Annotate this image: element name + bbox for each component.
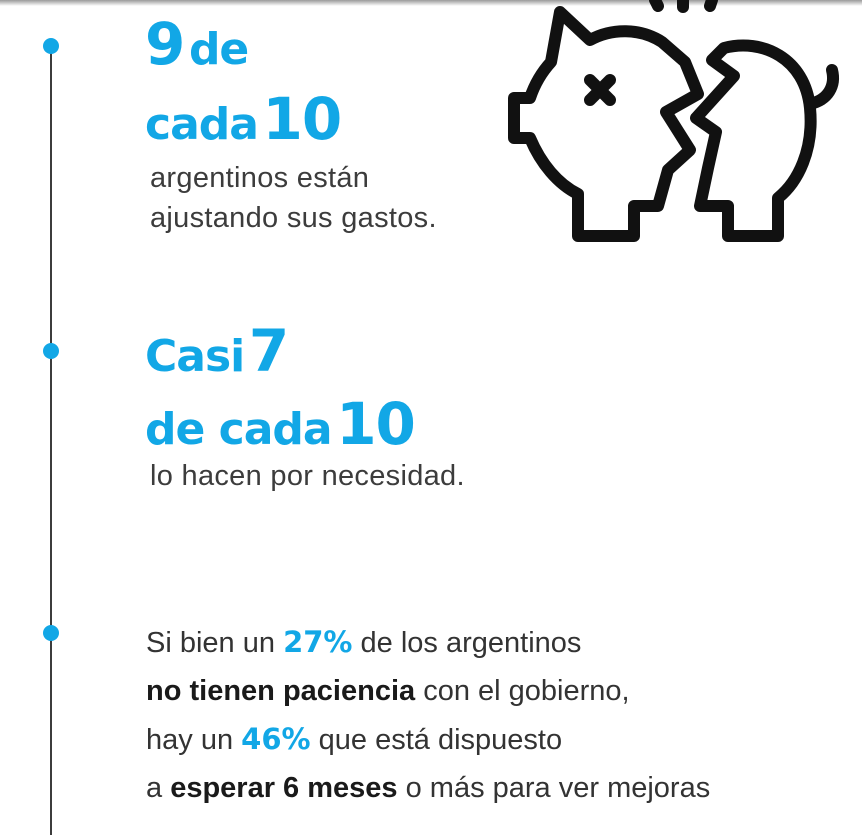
timeline-line <box>50 40 52 835</box>
broken-piggy-bank-icon <box>508 0 839 242</box>
stat-1-description: argentinos están ajustando sus gastos. <box>150 158 437 238</box>
stat-2-word-de-cada: de cada <box>145 404 333 455</box>
stat-1-headline-line-2: cada 10 <box>145 89 342 164</box>
stat-2-word-casi: Casi <box>145 331 245 382</box>
stat-3-paragraph: Si bien un 27% de los argentinos no tien… <box>146 618 710 812</box>
stat-3-line-1: Si bien un 27% de los argentinos <box>146 618 710 667</box>
stat-3-line-3: hay un 46% que está dispuesto <box>146 715 710 764</box>
stat-3-line-2: no tienen paciencia con el gobierno, <box>146 667 710 715</box>
timeline-dot-3 <box>43 625 59 641</box>
stat-3-highlight-46: 46% <box>241 722 311 756</box>
stat-2-headline: Casi 7 de cada 10 <box>145 322 416 468</box>
stat-2-headline-line-1: Casi 7 <box>145 322 415 395</box>
stat-3-line-4-pre: a <box>146 772 163 804</box>
stat-1-headline: 9 de cada 10 <box>145 14 342 164</box>
timeline-dot-2 <box>43 343 59 359</box>
stat-2-headline-line-2: de cada 10 <box>145 395 416 468</box>
stat-3-line-4: a esperar 6 meses o más para ver mejoras <box>146 764 710 812</box>
stat-1-headline-line-1: 9 de <box>145 14 341 89</box>
stat-1-number-10: 10 <box>262 85 343 153</box>
stat-3-line-1-pre: Si bien un <box>146 627 275 659</box>
stat-3-line-2-post: con el gobierno, <box>423 675 630 707</box>
stat-3-line-3-pre: hay un <box>146 724 234 756</box>
stat-1-number-9: 9 <box>145 10 185 78</box>
stat-3-bold-esperar: esperar 6 meses <box>170 772 398 804</box>
stat-2-description: lo hacen por necesidad. <box>150 460 465 492</box>
stat-1-description-line-1: argentinos están <box>150 162 370 194</box>
stat-1-word-cada: cada <box>145 99 259 150</box>
stat-3-line-1-post: de los argentinos <box>360 627 582 659</box>
top-edge-shadow <box>0 0 862 6</box>
stat-2-number-7: 7 <box>248 317 289 385</box>
stat-1-word-de: de <box>188 24 249 75</box>
stat-3-line-3-post: que está dispuesto <box>318 724 563 756</box>
stat-1-description-line-2: ajustando sus gastos. <box>150 202 437 234</box>
stat-3-bold-paciencia: no tienen paciencia <box>146 675 416 707</box>
stat-2-number-10: 10 <box>336 390 416 458</box>
stat-3-highlight-27: 27% <box>283 625 353 659</box>
stat-3-line-4-post: o más para ver mejoras <box>405 772 711 804</box>
timeline-dot-1 <box>43 38 59 54</box>
